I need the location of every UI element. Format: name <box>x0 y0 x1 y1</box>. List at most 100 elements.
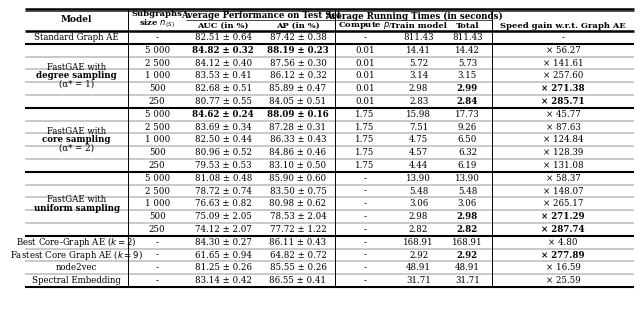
Text: 48.91: 48.91 <box>455 263 480 272</box>
Text: 2.99: 2.99 <box>457 84 478 93</box>
Text: × 45.77: × 45.77 <box>546 110 580 119</box>
Text: 0.01: 0.01 <box>355 97 375 106</box>
Text: × 58.37: × 58.37 <box>546 174 580 183</box>
Text: × 131.08: × 131.08 <box>543 161 584 170</box>
Text: 500: 500 <box>148 148 166 157</box>
Text: 5.72: 5.72 <box>409 58 428 67</box>
Text: 85.89 ± 0.47: 85.89 ± 0.47 <box>269 84 326 93</box>
Text: 83.10 ± 0.50: 83.10 ± 0.50 <box>269 161 326 170</box>
Text: × 148.07: × 148.07 <box>543 187 584 196</box>
Text: 1 000: 1 000 <box>145 135 170 144</box>
Text: 2.92: 2.92 <box>409 250 428 259</box>
Text: 82.68 ± 0.51: 82.68 ± 0.51 <box>195 84 252 93</box>
Text: 88.09 ± 0.16: 88.09 ± 0.16 <box>267 110 329 119</box>
Text: -: - <box>364 199 367 208</box>
Text: 48.91: 48.91 <box>406 263 431 272</box>
Text: 2.82: 2.82 <box>457 225 478 234</box>
Text: Standard Graph AE: Standard Graph AE <box>35 33 119 42</box>
Text: × 265.17: × 265.17 <box>543 199 584 208</box>
Text: 13.90: 13.90 <box>406 174 431 183</box>
Text: 83.53 ± 0.41: 83.53 ± 0.41 <box>195 71 252 80</box>
Text: × 56.27: × 56.27 <box>546 46 580 55</box>
Text: -: - <box>364 263 367 272</box>
Text: -: - <box>364 212 367 221</box>
Text: 168.91: 168.91 <box>452 238 483 247</box>
Text: × 128.39: × 128.39 <box>543 148 584 157</box>
Text: 6.32: 6.32 <box>458 148 477 157</box>
Text: 83.50 ± 0.75: 83.50 ± 0.75 <box>269 187 326 196</box>
Text: Total: Total <box>456 21 479 30</box>
Text: 3.06: 3.06 <box>458 199 477 208</box>
Text: 86.11 ± 0.43: 86.11 ± 0.43 <box>269 238 326 247</box>
Text: × 4.80: × 4.80 <box>548 238 578 247</box>
Text: 6.19: 6.19 <box>458 161 477 170</box>
Text: -: - <box>156 33 159 42</box>
Text: 31.71: 31.71 <box>406 276 431 285</box>
Text: 81.08 ± 0.48: 81.08 ± 0.48 <box>195 174 252 183</box>
Text: 83.69 ± 0.34: 83.69 ± 0.34 <box>195 123 252 132</box>
Text: × 16.59: × 16.59 <box>546 263 580 272</box>
Text: size $n_{(S)}$: size $n_{(S)}$ <box>139 17 175 30</box>
Text: -: - <box>364 238 367 247</box>
Text: 14.41: 14.41 <box>406 46 431 55</box>
Text: 2 500: 2 500 <box>145 187 170 196</box>
Text: 79.53 ± 0.53: 79.53 ± 0.53 <box>195 161 252 170</box>
Text: 85.90 ± 0.60: 85.90 ± 0.60 <box>269 174 326 183</box>
Text: 1.75: 1.75 <box>355 161 374 170</box>
Text: Subgraphs: Subgraphs <box>132 11 182 18</box>
Text: 80.96 ± 0.52: 80.96 ± 0.52 <box>195 148 252 157</box>
Text: 74.12 ± 2.07: 74.12 ± 2.07 <box>195 225 252 234</box>
Text: Spectral Embedding: Spectral Embedding <box>32 276 121 285</box>
Text: 84.30 ± 0.27: 84.30 ± 0.27 <box>195 238 252 247</box>
Text: 1.75: 1.75 <box>355 148 374 157</box>
Text: 31.71: 31.71 <box>455 276 480 285</box>
Text: 4.57: 4.57 <box>409 148 428 157</box>
Text: FastGAE with: FastGAE with <box>47 195 106 204</box>
Text: 2.83: 2.83 <box>409 97 428 106</box>
Text: 87.42 ± 0.38: 87.42 ± 0.38 <box>269 33 326 42</box>
Text: 811.43: 811.43 <box>403 33 434 42</box>
Text: Best Core-Graph AE ($k = 2$): Best Core-Graph AE ($k = 2$) <box>17 235 137 249</box>
Text: core sampling: core sampling <box>42 135 111 144</box>
Text: 75.09 ± 2.05: 75.09 ± 2.05 <box>195 212 252 221</box>
Text: 250: 250 <box>149 225 166 234</box>
Text: 85.55 ± 0.26: 85.55 ± 0.26 <box>269 263 326 272</box>
Text: 5.48: 5.48 <box>409 187 428 196</box>
Text: 64.82 ± 0.72: 64.82 ± 0.72 <box>269 250 326 259</box>
Text: × 257.60: × 257.60 <box>543 71 584 80</box>
Text: × 87.63: × 87.63 <box>546 123 580 132</box>
Text: -: - <box>364 225 367 234</box>
Text: 9.26: 9.26 <box>458 123 477 132</box>
Text: 84.82 ± 0.32: 84.82 ± 0.32 <box>193 46 254 55</box>
Text: -: - <box>364 250 367 259</box>
Text: 5 000: 5 000 <box>145 110 170 119</box>
Text: 82.50 ± 0.44: 82.50 ± 0.44 <box>195 135 252 144</box>
Text: × 277.89: × 277.89 <box>541 250 585 259</box>
Text: uniform sampling: uniform sampling <box>34 204 120 212</box>
Text: 0.01: 0.01 <box>355 46 375 55</box>
Text: 2.98: 2.98 <box>457 212 478 221</box>
Text: 1.75: 1.75 <box>355 110 374 119</box>
Text: × 287.74: × 287.74 <box>541 225 585 234</box>
Text: 88.19 ± 0.23: 88.19 ± 0.23 <box>267 46 329 55</box>
Text: -: - <box>156 276 159 285</box>
Text: AUC (in %): AUC (in %) <box>198 21 249 30</box>
Text: 250: 250 <box>149 97 166 106</box>
Text: 78.72 ± 0.74: 78.72 ± 0.74 <box>195 187 252 196</box>
Text: 5 000: 5 000 <box>145 46 170 55</box>
Text: 500: 500 <box>148 212 166 221</box>
Text: (α* = 2): (α* = 2) <box>59 144 94 153</box>
Text: AP (in %): AP (in %) <box>276 21 320 30</box>
Text: 2.82: 2.82 <box>409 225 428 234</box>
Text: degree sampling: degree sampling <box>36 71 117 80</box>
Text: 2 500: 2 500 <box>145 58 170 67</box>
Text: 250: 250 <box>149 161 166 170</box>
Text: 5 000: 5 000 <box>145 174 170 183</box>
Text: 13.90: 13.90 <box>455 174 480 183</box>
Text: 2 500: 2 500 <box>145 123 170 132</box>
Text: 82.51 ± 0.64: 82.51 ± 0.64 <box>195 33 252 42</box>
Text: Compute $p_i$: Compute $p_i$ <box>338 20 392 31</box>
Text: FastGAE with: FastGAE with <box>47 127 106 136</box>
Text: 86.55 ± 0.41: 86.55 ± 0.41 <box>269 276 326 285</box>
Text: 84.86 ± 0.46: 84.86 ± 0.46 <box>269 148 326 157</box>
